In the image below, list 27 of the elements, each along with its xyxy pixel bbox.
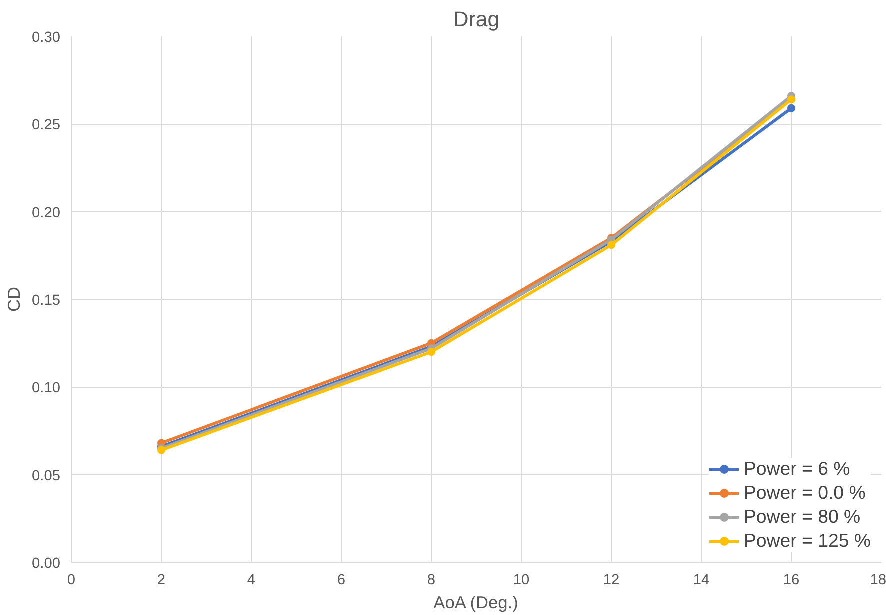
y-tick-label: 0.25 [32,118,61,134]
y-tick-label: 0.05 [32,468,61,484]
point [428,348,436,356]
legend-label: Power = 0.0 % [744,482,866,504]
x-tick-label: 8 [427,572,436,588]
x-tick-label: 4 [247,572,256,588]
x-tick-label: 6 [337,572,346,588]
legend-label: Power = 80 % [744,506,861,528]
point [788,104,796,112]
x-tick-label: 0 [67,572,76,588]
x-axis-title: AoA (Deg.) [434,592,518,612]
y-tick-label: 0.10 [32,380,61,397]
chart-title: Drag [453,8,500,32]
legend-label: Power = 6 % [744,458,850,480]
x-tick-label: 18 [870,572,886,588]
y-tick-label: 0.15 [32,293,61,309]
x-tick-label: 14 [693,572,710,588]
x-tick-label: 10 [513,572,530,588]
y-tick-label: 0.00 [32,556,61,572]
y-tick-label: 0.30 [32,30,61,46]
x-tick-label: 12 [603,572,620,588]
y-axis-title: CD [4,286,24,312]
y-tick-label: 0.20 [32,205,61,222]
x-tick-label: 16 [783,572,800,588]
point [608,241,616,250]
x-tick-label: 2 [157,572,166,588]
legend-label: Power = 125 % [744,530,871,552]
